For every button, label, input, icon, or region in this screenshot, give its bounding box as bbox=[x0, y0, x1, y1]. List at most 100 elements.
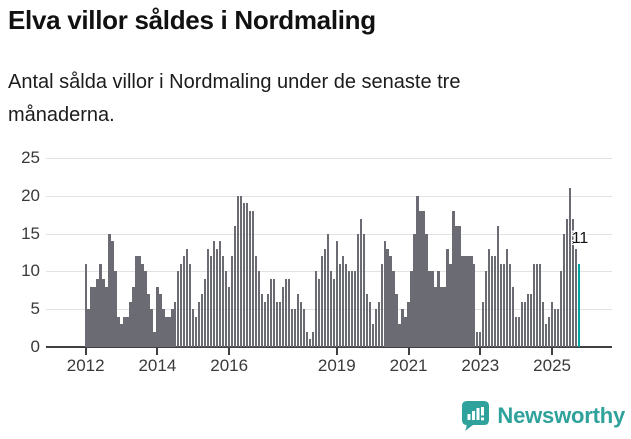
bar bbox=[497, 226, 500, 347]
bar bbox=[84, 263, 87, 347]
newsworthy-wordmark: Newsworthy bbox=[497, 403, 625, 428]
bar bbox=[323, 248, 326, 347]
bar bbox=[533, 263, 536, 347]
y-tick-label: 0 bbox=[30, 337, 40, 356]
x-axis-line bbox=[46, 346, 612, 348]
bar bbox=[556, 309, 560, 347]
bar bbox=[547, 316, 551, 347]
bar bbox=[189, 263, 192, 347]
bar bbox=[222, 256, 225, 347]
bar bbox=[111, 241, 114, 347]
bar bbox=[401, 309, 404, 347]
x-tick-label: 2023 bbox=[461, 356, 500, 375]
y-tick-label: 15 bbox=[21, 223, 40, 243]
bar bbox=[356, 233, 359, 347]
bar bbox=[138, 256, 141, 347]
bar bbox=[272, 279, 276, 347]
bar bbox=[159, 294, 162, 347]
bar bbox=[470, 256, 473, 347]
x-axis-tick bbox=[335, 348, 338, 355]
bar bbox=[452, 210, 455, 347]
bar bbox=[141, 263, 144, 347]
bar bbox=[488, 248, 491, 347]
bar bbox=[153, 331, 156, 347]
bar bbox=[437, 271, 440, 347]
bar bbox=[350, 271, 353, 347]
bar bbox=[296, 294, 300, 347]
bar bbox=[260, 294, 264, 347]
bar bbox=[404, 316, 407, 347]
bar bbox=[491, 256, 494, 347]
bar bbox=[374, 309, 377, 347]
bar bbox=[171, 309, 174, 347]
bar bbox=[416, 195, 419, 347]
bar bbox=[290, 309, 294, 347]
x-axis-tick bbox=[84, 348, 87, 355]
bar bbox=[562, 233, 566, 347]
bar bbox=[565, 218, 569, 347]
bar bbox=[99, 263, 102, 347]
bar bbox=[231, 256, 234, 347]
bar bbox=[392, 271, 395, 347]
bar bbox=[168, 316, 171, 347]
bar bbox=[234, 226, 237, 347]
y-tick-label: 5 bbox=[30, 299, 40, 319]
bar bbox=[326, 233, 329, 347]
x-axis-tick bbox=[156, 348, 159, 355]
bar bbox=[494, 256, 497, 347]
bar bbox=[506, 248, 509, 347]
y-tick-label: 20 bbox=[21, 185, 40, 205]
bar bbox=[219, 241, 222, 347]
bar bbox=[126, 316, 129, 347]
bar bbox=[180, 263, 183, 347]
bar bbox=[207, 248, 210, 347]
subtitle-line-1: Antal sålda villor i Nordmaling under de… bbox=[8, 71, 461, 93]
page-title: Elva villor såldes i Nordmaling bbox=[8, 5, 376, 35]
x-axis-tick bbox=[407, 348, 410, 355]
bar bbox=[135, 256, 138, 347]
chart-subtitle: Antal sålda villor i Nordmaling under de… bbox=[8, 66, 460, 132]
bar bbox=[521, 301, 524, 347]
bar bbox=[410, 271, 413, 347]
bar bbox=[461, 256, 464, 347]
bar bbox=[425, 233, 428, 347]
bar bbox=[485, 271, 488, 347]
bar bbox=[210, 256, 213, 347]
bar bbox=[503, 263, 506, 347]
bar bbox=[305, 331, 309, 347]
bar bbox=[257, 271, 261, 347]
bar bbox=[183, 256, 186, 347]
bar bbox=[538, 263, 542, 347]
bar bbox=[476, 331, 479, 347]
x-tick-label: 2021 bbox=[389, 356, 428, 375]
bar bbox=[317, 279, 321, 347]
bar bbox=[535, 263, 539, 347]
bar bbox=[380, 263, 383, 347]
bar bbox=[434, 286, 437, 347]
gridline bbox=[46, 195, 612, 197]
bar bbox=[500, 263, 503, 347]
bar bbox=[359, 218, 362, 347]
bar bbox=[251, 210, 255, 347]
bar bbox=[449, 263, 452, 347]
bar bbox=[299, 301, 303, 347]
bar bbox=[395, 294, 398, 347]
bar bbox=[473, 263, 476, 347]
bar bbox=[419, 210, 422, 347]
bar bbox=[281, 286, 285, 347]
x-axis-tick bbox=[551, 348, 554, 355]
bar bbox=[123, 316, 126, 347]
bar bbox=[353, 271, 356, 347]
bar bbox=[446, 248, 449, 347]
bar bbox=[571, 218, 575, 347]
x-tick-label: 2016 bbox=[210, 356, 249, 375]
x-tick-label: 2019 bbox=[317, 356, 356, 375]
bar bbox=[150, 309, 153, 347]
bar bbox=[398, 324, 401, 347]
bar bbox=[344, 263, 347, 347]
bar bbox=[335, 241, 338, 347]
bar bbox=[204, 279, 207, 347]
bar bbox=[192, 309, 195, 347]
bar bbox=[527, 294, 530, 347]
